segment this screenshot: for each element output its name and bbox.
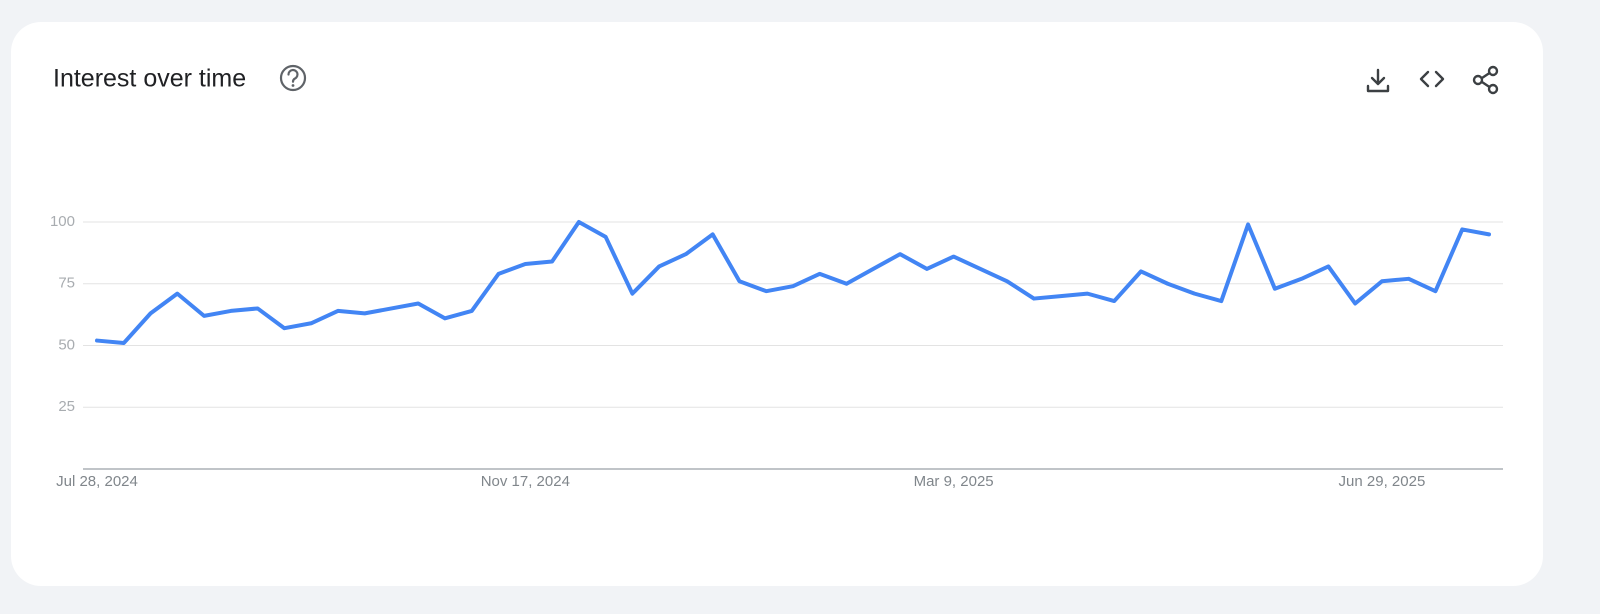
chart-title: Interest over time	[53, 65, 246, 93]
x-tick-label: Mar 9, 2025	[914, 473, 994, 490]
y-tick-label: 75	[58, 275, 75, 292]
x-tick-label: Jul 28, 2024	[56, 473, 138, 490]
help-icon[interactable]	[279, 64, 307, 92]
embed-button[interactable]	[1419, 70, 1445, 88]
y-tick-label: 100	[50, 213, 75, 230]
x-tick-label: Jun 29, 2025	[1339, 473, 1426, 490]
y-tick-label: 25	[58, 398, 75, 415]
download-button[interactable]	[1366, 68, 1390, 93]
y-tick-label: 50	[58, 336, 75, 353]
trend-line	[95, 220, 1491, 346]
card	[11, 22, 1543, 586]
x-tick-label: Nov 17, 2024	[481, 473, 570, 490]
share-button[interactable]	[1472, 65, 1499, 95]
